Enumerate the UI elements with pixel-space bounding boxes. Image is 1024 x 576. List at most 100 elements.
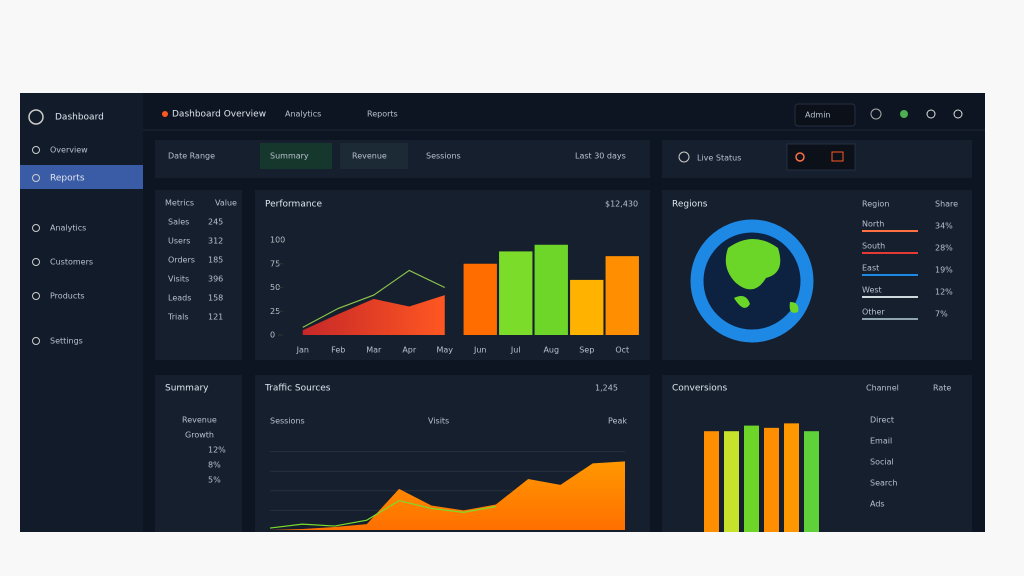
label: Ads [870, 500, 885, 509]
label: 245 [208, 218, 223, 227]
nav-item[interactable]: Products [50, 292, 85, 301]
button-label[interactable]: Summary [270, 152, 309, 161]
bar [804, 431, 819, 532]
icon[interactable] [870, 108, 882, 120]
label: Social [870, 458, 894, 467]
label: $12,430 [605, 200, 638, 209]
label: Peak [608, 417, 627, 426]
label: Dashboard Overview [172, 110, 266, 120]
label: North [862, 220, 884, 229]
nav-item[interactable]: Settings [50, 337, 83, 346]
label: Visits [168, 275, 189, 284]
line [302, 269, 446, 328]
area [270, 461, 625, 530]
label: Revenue [182, 416, 217, 425]
label: 7% [935, 310, 948, 319]
label: Sessions [270, 417, 305, 426]
nav-item[interactable]: Overview [50, 146, 88, 155]
label: Last 30 days [575, 152, 626, 161]
bar [605, 256, 639, 335]
x-tick-label: Mar [366, 346, 382, 355]
active-item [20, 165, 143, 189]
label: 19% [935, 266, 953, 275]
label: Value [215, 199, 237, 208]
label: Traffic Sources [264, 384, 331, 394]
label: Live Status [697, 154, 741, 163]
icon [678, 151, 690, 163]
label: Region [862, 200, 889, 209]
bar [724, 431, 739, 532]
bar [704, 431, 719, 532]
x-tick-label: May [436, 346, 453, 355]
label: East [862, 264, 879, 273]
icon[interactable] [926, 109, 936, 119]
bar [463, 263, 497, 335]
button[interactable] [340, 143, 408, 169]
label: Share [935, 200, 958, 209]
x-tick-label: Feb [331, 346, 345, 355]
button-label[interactable]: Revenue [352, 152, 387, 161]
tab[interactable]: Analytics [285, 110, 321, 119]
label: 396 [208, 275, 223, 284]
icon[interactable] [900, 110, 908, 118]
nav-icon [32, 337, 40, 345]
label: 121 [208, 313, 223, 322]
nav-icon [32, 292, 40, 300]
nav-icon [32, 146, 40, 154]
label: Visits [428, 417, 449, 426]
logo [28, 109, 44, 125]
icon[interactable] [953, 109, 963, 119]
nav-icon [32, 174, 40, 182]
nav-item[interactable]: Reports [50, 174, 85, 184]
label: Orders [168, 256, 195, 265]
sidebar [20, 93, 143, 532]
y-tick-label: 0 [270, 331, 275, 340]
label: Leads [168, 294, 191, 303]
nav-item[interactable]: Customers [50, 258, 93, 267]
label: 12% [208, 446, 226, 455]
nav-item[interactable]: Analytics [50, 224, 86, 233]
bar [744, 425, 759, 532]
y-tick-label: 100 [270, 236, 285, 245]
nav-icon [32, 258, 40, 266]
x-tick-label: Jan [296, 346, 309, 355]
button[interactable] [260, 143, 332, 169]
label: 185 [208, 256, 223, 265]
user-box [794, 103, 856, 127]
button-label[interactable]: Sessions [426, 152, 461, 161]
bar [784, 423, 799, 532]
label: Search [870, 479, 897, 488]
label: 34% [935, 222, 953, 231]
icon [831, 151, 844, 162]
bar [534, 244, 568, 335]
map-shape [725, 239, 799, 313]
label: Dashboard [55, 113, 104, 123]
x-tick-label: Aug [543, 346, 559, 355]
label: Direct [870, 416, 894, 425]
x-tick-label: Apr [402, 346, 417, 355]
label: Rate [933, 384, 951, 393]
label: 1,245 [595, 384, 618, 393]
button[interactable] [786, 143, 856, 171]
label: 5% [208, 476, 221, 485]
line [269, 499, 497, 529]
bar [570, 279, 604, 335]
label: Performance [265, 200, 322, 210]
label: Date Range [168, 152, 215, 161]
panel [155, 375, 242, 532]
label: Users [168, 237, 190, 246]
panel [155, 190, 242, 360]
tab[interactable]: Reports [367, 110, 398, 119]
y-tick-label: 50 [270, 283, 280, 292]
label: 158 [208, 294, 223, 303]
label: Sales [168, 218, 189, 227]
icon [795, 152, 805, 162]
user[interactable]: Admin [805, 111, 831, 120]
label: Summary [165, 384, 209, 394]
nav-icon [32, 224, 40, 232]
label: 12% [935, 288, 953, 297]
x-tick-label: Oct [615, 346, 629, 355]
label: Email [870, 437, 892, 446]
